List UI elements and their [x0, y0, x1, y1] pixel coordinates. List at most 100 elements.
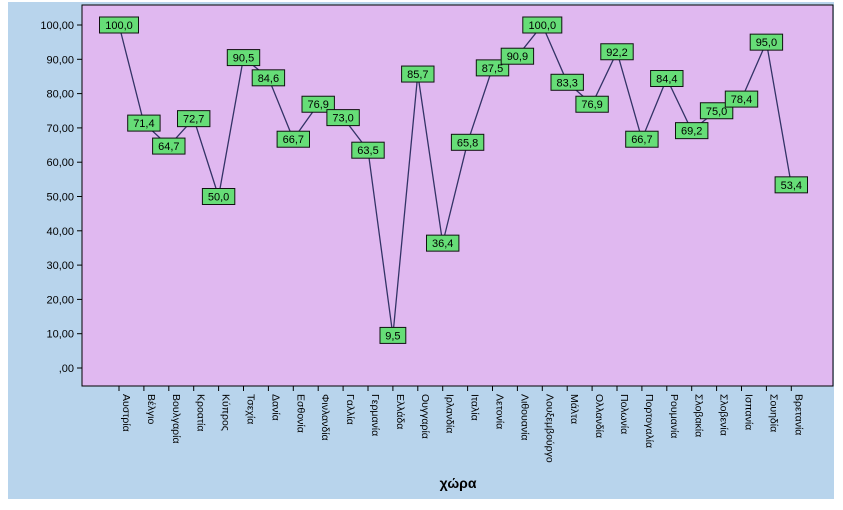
- x-tick-label: Ιρλανδία: [444, 394, 456, 433]
- series-line: [118, 23, 792, 336]
- data-label-box: [152, 137, 186, 155]
- data-label-box: [575, 95, 609, 113]
- x-tick-label: Πολωνία: [618, 394, 630, 434]
- data-label-box: [301, 95, 335, 113]
- data-label: 90,5: [233, 53, 254, 65]
- data-label: 83,3: [556, 77, 577, 89]
- data-label: 53,4: [781, 180, 802, 192]
- data-label: 84,4: [656, 74, 677, 86]
- data-label-box: [625, 130, 659, 148]
- data-point: 76,9: [575, 95, 609, 113]
- data-label: 75,0: [706, 106, 727, 118]
- data-label: 100,0: [529, 20, 557, 32]
- x-axis: Αυστρία Βέλγιο Βουλγαρία Κροατία Κύπρος Τσεχί…: [118, 386, 804, 463]
- y-axis: ,00 10,00 20,00 30,00 40,00 50,00 60,00 70,00 80…: [40, 20, 82, 375]
- data-label: 71,4: [133, 118, 154, 130]
- data-label-box: [426, 234, 460, 252]
- x-tick-label: Ελλάδα: [394, 394, 406, 429]
- data-point: 9,5: [379, 326, 407, 344]
- data-label-box: [774, 176, 808, 194]
- data-label: 65,8: [457, 137, 478, 149]
- data-point: 85,7: [401, 65, 435, 83]
- data-label-box: [522, 16, 563, 34]
- data-label-box: [177, 110, 211, 128]
- data-point: 100,0: [99, 16, 139, 34]
- data-point: 66,7: [276, 130, 311, 148]
- x-tick-label: Λετονία: [494, 394, 506, 429]
- y-tick-label: 90,00: [46, 54, 74, 66]
- data-point: 50,0: [201, 188, 236, 205]
- data-point: 95,0: [749, 33, 784, 51]
- x-tick-label: Γαλλία: [344, 394, 356, 425]
- data-label: 92,2: [606, 47, 627, 59]
- data-label-box: [724, 90, 759, 108]
- data-label: 76,9: [307, 99, 328, 111]
- data-label-box: [351, 141, 385, 159]
- data-label: 90,9: [507, 51, 528, 63]
- data-point: 92,2: [600, 43, 634, 61]
- data-point: 53,4: [774, 176, 808, 194]
- data-label-box: [749, 33, 784, 51]
- data-label: 72,7: [183, 114, 204, 126]
- data-label-box: [276, 130, 311, 148]
- y-tick-label: ,00: [59, 363, 74, 375]
- plot-area: [81, 4, 834, 387]
- y-tick-label: 10,00: [46, 329, 74, 341]
- x-tick-label: Λιθουανία: [518, 394, 530, 441]
- data-label: 84,6: [258, 73, 279, 85]
- data-label-box: [99, 16, 139, 34]
- data-label-box: [226, 49, 261, 67]
- data-point: 64,7: [152, 137, 186, 155]
- data-point: 83,3: [550, 73, 584, 91]
- x-tick-label: Ολλανδία: [593, 394, 605, 438]
- x-tick-label: Ουγγαρία: [419, 394, 431, 439]
- data-label: 66,7: [283, 134, 304, 146]
- data-label-box: [600, 43, 634, 61]
- data-label: 69,2: [681, 126, 702, 138]
- x-tick-label: Σλοβενία: [718, 394, 730, 436]
- data-label: 9,5: [385, 330, 400, 342]
- y-tick-label: 100,00: [40, 20, 74, 32]
- x-tick-label: Λουξεμβούργο: [543, 394, 555, 463]
- x-tick-label: Φινλανδία: [319, 394, 331, 441]
- data-point: 65,8: [450, 133, 485, 151]
- y-tick-label: 20,00: [46, 294, 74, 306]
- data-label: 64,7: [158, 141, 179, 153]
- data-point: 75,0: [699, 102, 734, 120]
- x-tick-label: Ιταλία: [469, 394, 481, 421]
- x-tick-label: Γερμανία: [369, 394, 381, 436]
- x-tick-label: Μάλτα: [568, 394, 580, 424]
- y-tick-label: 50,00: [46, 192, 74, 204]
- x-tick-label: Πορτογαλία: [643, 394, 655, 448]
- data-label: 78,4: [731, 94, 752, 106]
- data-point: 84,6: [251, 69, 286, 87]
- x-tick-label: Αυστρία: [120, 394, 132, 432]
- x-tick-label: Κροατία: [195, 394, 207, 431]
- y-tick-label: 70,00: [46, 123, 74, 135]
- y-tick-label: 80,00: [46, 89, 74, 101]
- x-tick-label: Σουηδία: [767, 394, 779, 432]
- x-tick-label: Δανία: [269, 394, 281, 421]
- data-label: 87,5: [482, 63, 503, 75]
- x-tick-label: Βρετανία: [792, 394, 804, 435]
- data-point: 90,5: [226, 49, 261, 67]
- data-label: 85,7: [407, 69, 428, 81]
- data-label-box: [500, 47, 535, 65]
- data-label-box: [379, 326, 407, 344]
- y-tick-label: 40,00: [46, 226, 74, 238]
- data-label-box: [475, 59, 510, 77]
- data-point: 100,0: [522, 16, 563, 34]
- data-point: 78,4: [724, 90, 759, 108]
- data-label: 36,4: [432, 238, 453, 250]
- data-label: 100,0: [105, 20, 133, 32]
- data-point: 36,4: [426, 234, 460, 252]
- data-label: 50,0: [208, 192, 229, 204]
- data-label-box: [450, 133, 485, 151]
- x-tick-label: Ρουμανία: [668, 394, 680, 438]
- data-label-box: [201, 188, 236, 205]
- x-tick-label: Εσθονία: [294, 394, 306, 433]
- data-point: 90,9: [500, 47, 535, 65]
- data-point: 71,4: [127, 114, 161, 132]
